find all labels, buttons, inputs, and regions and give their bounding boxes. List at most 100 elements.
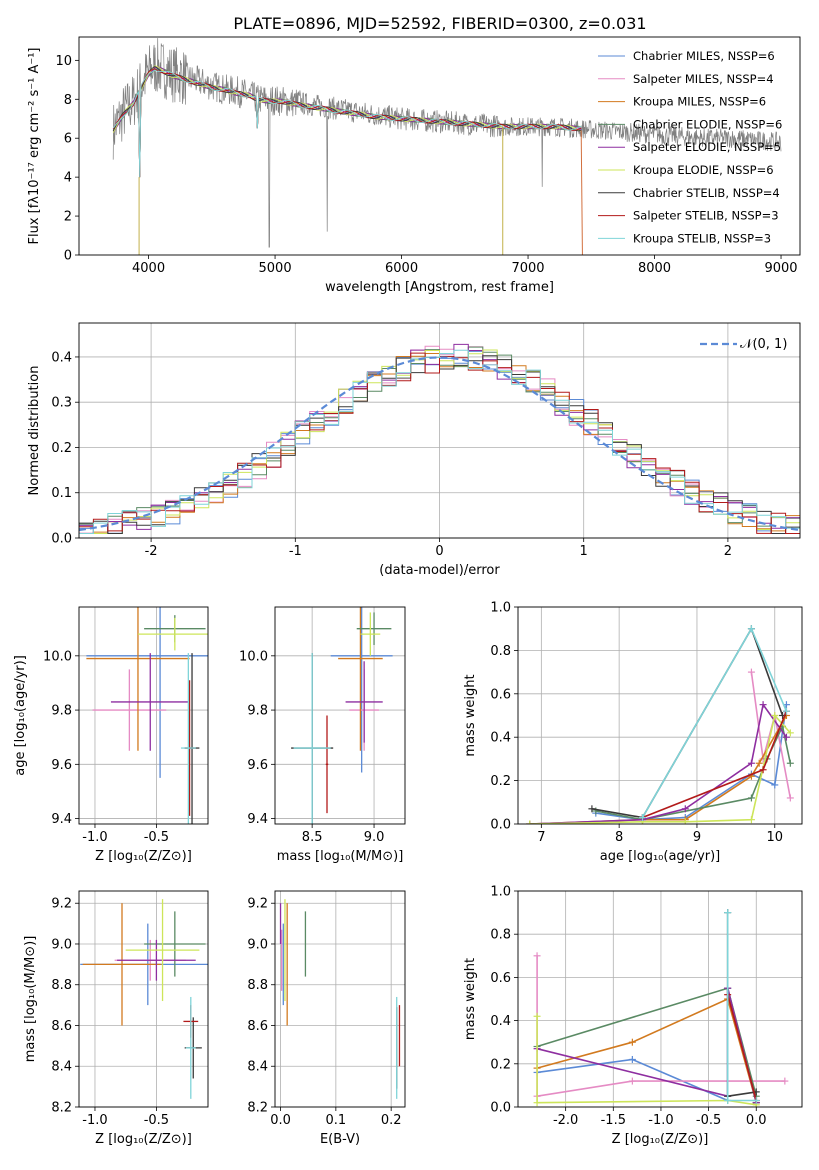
x-tick-label: 9000	[764, 261, 797, 276]
legend-entry: Chabrier MILES, NSSP=6	[633, 49, 775, 63]
axes-frame	[274, 890, 406, 1108]
x-tick-label: 0.0	[270, 1113, 291, 1128]
x-axis-label: Z [log₁₀(Z/Z⊙)]	[612, 1132, 709, 1147]
x-tick-label: 8000	[638, 261, 671, 276]
y-tick-label: 0.3	[51, 396, 72, 411]
mass-weight-line	[536, 1016, 757, 1106]
y-tick-label: 10	[55, 54, 72, 69]
mass-weight-line	[536, 997, 758, 1103]
axes-frame	[517, 606, 803, 825]
x-tick-label: -1.0	[648, 1113, 673, 1128]
x-axis-label: (data-model)/error	[379, 563, 500, 578]
x-tick-label: -1.0	[82, 830, 107, 845]
legend-entry: Salpeter MILES, NSSP=4	[633, 72, 774, 86]
x-tick-label: 7	[537, 830, 545, 845]
y-tick-label: 4	[64, 171, 72, 186]
x-axis-label: Z [log₁₀(Z/Z⊙)]	[95, 849, 192, 864]
y-axis-label: Normed distribution	[27, 366, 42, 496]
residual-histogram-8	[79, 349, 800, 538]
y-tick-label: 0.0	[490, 818, 511, 833]
axes-frame	[78, 322, 801, 539]
y-tick-label: 0.4	[490, 1014, 511, 1029]
x-tick-label: 2	[724, 544, 732, 559]
y-axis-label: age [log₁₀(age/yr)]	[13, 655, 28, 776]
axes-frame	[78, 890, 209, 1108]
x-tick-label: -0.5	[696, 1113, 721, 1128]
model-spectrum-line	[112, 68, 582, 178]
residuals-axes: -2 -1 0 1 2 0.0 0.1 0.2 0.3 0.4 (data-model)/error…	[27, 322, 801, 578]
y-tick-label: 9.4	[51, 812, 72, 827]
x-tick-label: -1.0	[82, 1113, 107, 1128]
y-tick-label: 1.0	[490, 885, 511, 900]
x-tick-label: 0.0	[746, 1113, 767, 1128]
error-bar-point	[330, 607, 393, 773]
error-bar-point	[325, 715, 329, 814]
y-tick-label: 6	[64, 132, 72, 147]
y-tick-label: 0.2	[490, 774, 511, 789]
x-tick-label: 9.0	[364, 830, 385, 845]
x-tick-label: 8.5	[302, 830, 323, 845]
y-axis-label: mass weight	[463, 958, 478, 1040]
error-bar-point	[360, 612, 381, 656]
age-vs-mass-plot-area	[291, 607, 393, 824]
mass-weight-vs-Z-axes: -2.0 -1.5 -1.0 -0.5 0.0 0.0 0.2 0.4 0.6 0.8 1.0 Z […	[463, 885, 803, 1147]
legend-entry: 𝒩(0, 1)	[740, 337, 787, 352]
y-tick-label: 0.4	[51, 350, 72, 365]
error-bar-point	[86, 607, 190, 751]
x-tick-label: 4000	[132, 261, 165, 276]
mass-weight-line	[726, 994, 758, 1101]
y-tick-label: 0.1	[51, 486, 72, 501]
x-tick-label: 0	[435, 544, 443, 559]
y-axis-label: Flux [fλ10⁻¹⁷ erg cm⁻² s⁻¹ A⁻¹]	[27, 48, 42, 245]
y-tick-label: 0.0	[51, 532, 72, 547]
error-bar-point	[110, 653, 190, 751]
error-bar-point	[185, 996, 196, 1099]
y-tick-label: 9.6	[247, 758, 268, 773]
mass-weight-line	[591, 626, 784, 819]
mass-weight-line	[529, 713, 791, 824]
x-tick-label: 7000	[511, 261, 544, 276]
mass-weight-line	[529, 702, 788, 824]
x-tick-label: 8	[615, 830, 623, 845]
y-tick-label: 0.8	[490, 644, 511, 659]
mass-vs-EBV-axes: 0.0 0.1 0.2 8.2 8.4 8.6 8.8 9.0 9.2 E(B-V)	[247, 890, 406, 1147]
x-tick-label: 9	[693, 830, 701, 845]
x-tick-label: 0.1	[326, 1113, 347, 1128]
x-tick-label: 1	[580, 544, 588, 559]
error-bar-point	[137, 617, 208, 651]
mass-weight-line	[750, 671, 792, 799]
y-tick-label: 8.2	[247, 1101, 268, 1116]
y-tick-label: 10.0	[43, 649, 72, 664]
age-vs-mass-axes: 8.5 9.0 9.4 9.6 9.8 10.0 mass [log₁₀(M/M⊙)]	[239, 606, 406, 864]
legend-entry: Kroupa STELIB, NSSP=3	[633, 231, 771, 245]
x-axis-label: age [log₁₀(age/yr)]	[600, 849, 721, 864]
x-axis-label: wavelength [Angstrom, rest frame]	[325, 280, 554, 295]
y-tick-label: 1.0	[490, 601, 511, 616]
y-tick-label: 8.6	[51, 1019, 72, 1034]
y-tick-label: 8.4	[247, 1060, 268, 1075]
x-tick-label: 5000	[259, 261, 292, 276]
y-tick-label: 2	[64, 210, 72, 225]
error-bar-point	[293, 653, 331, 824]
y-tick-label: 9.2	[51, 897, 72, 912]
mass-weight-line	[536, 988, 758, 1103]
error-bar-point	[180, 653, 196, 824]
x-axis-label: mass [log₁₀(M/M⊙)]	[277, 849, 404, 864]
y-tick-label: 10.0	[239, 649, 268, 664]
y-tick-label: 0	[64, 249, 72, 264]
error-bar-point	[144, 911, 206, 977]
mass-vs-Z-axes: -1.0 -0.5 8.2 8.4 8.6 8.8 9.0 9.2 Z [log₁₀(Z/Z⊙)…	[23, 890, 209, 1147]
mass-vs-Z-plot-area	[80, 899, 208, 1099]
y-tick-label: 9.8	[247, 704, 268, 719]
mass-weight-line	[536, 987, 758, 1103]
y-tick-label: 8.6	[247, 1019, 268, 1034]
y-tick-label: 9.6	[51, 758, 72, 773]
y-tick-label: 0.2	[490, 1057, 511, 1072]
error-bar-point	[117, 939, 196, 981]
y-tick-label: 0.6	[490, 971, 511, 986]
y-tick-label: 8	[64, 93, 72, 108]
y-tick-label: 9.4	[247, 812, 268, 827]
mass-vs-EBV-plot-area	[279, 899, 401, 1099]
mass-weight-vs-age-axes: 7 8 9 10 0.0 0.2 0.4 0.6 0.8 1.0 age [log₁₀(age/yr…	[463, 601, 803, 864]
